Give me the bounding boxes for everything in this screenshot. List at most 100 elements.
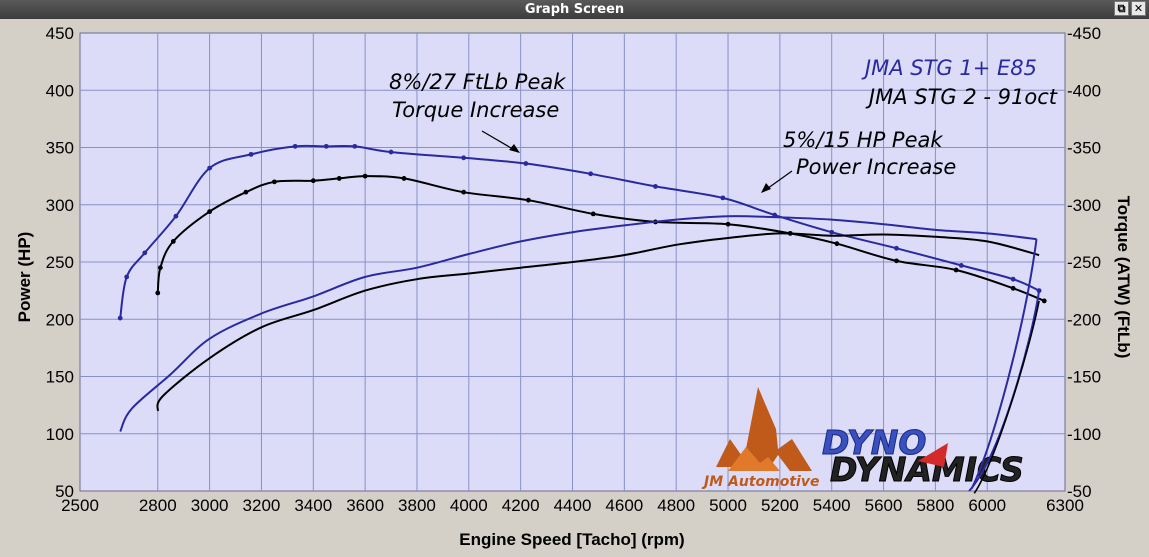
series-point (720, 195, 726, 201)
series-layer (117, 143, 1047, 494)
window-titlebar: Graph Screen ⧉ ✕ (0, 0, 1149, 19)
x-tick-label: 5400 (813, 496, 851, 515)
legend-entry-stg2: JMA STG 2 - 91oct (865, 85, 1058, 109)
series-point (1041, 298, 1047, 304)
series-tail-power-stg1 (970, 238, 1038, 490)
left-tick-label: 350 (46, 139, 74, 158)
x-axis-ticks: 2500 2800 3000 3200 3400 3600 3800 4000 4200 4400… (61, 496, 1084, 515)
x-tick-label: 3400 (294, 496, 332, 515)
right-tick-label: -450 (1067, 24, 1101, 43)
x-tick-label: 2800 (139, 496, 177, 515)
series-point (292, 143, 298, 149)
series-tail-stg2 (973, 300, 1040, 494)
restore-button[interactable]: ⧉ (1114, 1, 1129, 16)
left-tick-label: 300 (46, 196, 74, 215)
series-point (834, 241, 840, 247)
series-point (170, 238, 176, 244)
right-tick-label: -350 (1067, 139, 1101, 158)
left-axis-ticks: 50 100 150 200 250 300 350 400 450 (46, 24, 74, 501)
left-tick-label: 100 (46, 425, 74, 444)
series-point (310, 178, 316, 184)
series-point (953, 267, 959, 273)
x-tick-label: 5000 (709, 496, 747, 515)
left-tick-label: 400 (46, 81, 74, 100)
x-tick-label: 4000 (450, 496, 488, 515)
right-tick-label: -200 (1067, 310, 1101, 329)
graph-panel: 2500 2800 3000 3200 3400 3600 3800 4000 4200 4400… (0, 19, 1149, 557)
series-point (526, 197, 531, 203)
series-point (207, 165, 213, 171)
right-tick-label: -150 (1067, 368, 1101, 387)
x-axis-label: Engine Speed [Tacho] (rpm) (459, 530, 684, 549)
x-tick-label: 4200 (502, 496, 540, 515)
series-point (323, 143, 329, 149)
series-point (1010, 276, 1016, 282)
right-tick-label: -300 (1067, 196, 1101, 215)
jm-automotive-logo: JM Automotive (701, 387, 819, 490)
right-tick-label: -50 (1067, 482, 1092, 501)
x-tick-label: 5800 (916, 496, 954, 515)
power-annotation-line1: 5%/15 HP Peak (783, 128, 943, 152)
x-tick-label: 4800 (657, 496, 695, 515)
series-point (388, 149, 394, 155)
series-point (117, 315, 123, 321)
series-point (362, 173, 368, 179)
x-tick-label: 4400 (554, 496, 592, 515)
series-line-torque-0 (119, 144, 1040, 319)
series-point (725, 221, 731, 227)
legend-entry-stg1: JMA STG 1+ E85 (861, 56, 1037, 80)
series-point (523, 161, 529, 166)
dyno-logo-text: DYNO (822, 423, 926, 462)
right-tick-label: -400 (1067, 81, 1101, 100)
x-tick-label: 4600 (605, 496, 643, 515)
right-tick-label: -250 (1067, 253, 1101, 272)
series-point (336, 176, 342, 181)
left-tick-label: 450 (46, 24, 74, 43)
left-tick-label: 150 (46, 368, 74, 387)
x-tick-label: 5200 (761, 496, 799, 515)
series-line-torque-1 (156, 175, 1045, 302)
series-point (157, 265, 163, 271)
x-tick-label: 2500 (61, 496, 99, 515)
series-point (461, 155, 467, 161)
x-tick-label: 3600 (346, 496, 384, 515)
left-tick-label: 50 (55, 482, 74, 501)
right-axis-ticks: -50 -100 -150 -200 -250 -300 -350 -400 -450 (1067, 24, 1101, 501)
left-tick-label: 200 (46, 310, 74, 329)
series-point (829, 229, 835, 235)
grid (80, 33, 1065, 491)
series-point (124, 274, 130, 280)
series-point (1010, 285, 1016, 291)
right-axis-label: Torque (ATW) (FtLb) (1114, 196, 1133, 359)
left-axis-label: Power (HP) (15, 232, 34, 323)
x-tick-label: 3800 (398, 496, 436, 515)
power-annotation-line2: Power Increase (796, 155, 956, 179)
dyno-chart: 2500 2800 3000 3200 3400 3600 3800 4000 4200 4400… (15, 24, 1133, 549)
left-tick-label: 250 (46, 253, 74, 272)
torque-annotation-line1: 8%/27 FtLb Peak (389, 70, 566, 94)
series-point (207, 209, 213, 215)
series-line-power-3 (156, 232, 1040, 412)
series-point (461, 189, 467, 195)
series-point (155, 290, 161, 296)
right-tick-label: -100 (1067, 425, 1101, 444)
series-point (142, 250, 148, 256)
window-title: Graph Screen (524, 2, 625, 17)
x-tick-label: 6300 (1046, 496, 1084, 515)
dyno-dynamics-logo: DYNO DYNAMICS (822, 423, 1025, 490)
power-annotation-arrowhead (761, 183, 771, 193)
series-point (590, 211, 596, 217)
series-point (243, 189, 249, 195)
x-tick-label: 3000 (191, 496, 229, 515)
jm-automotive-logo-text: JM Automotive (701, 474, 819, 490)
series-point (958, 263, 964, 268)
series-line-power-2 (119, 215, 1037, 432)
series-point (588, 171, 594, 177)
x-tick-label: 6000 (968, 496, 1006, 515)
series-point (173, 213, 179, 219)
series-point (894, 245, 899, 251)
series-point (272, 179, 277, 185)
torque-annotation-arrowhead (509, 144, 520, 153)
close-button[interactable]: ✕ (1131, 1, 1146, 16)
x-tick-label: 5600 (865, 496, 903, 515)
